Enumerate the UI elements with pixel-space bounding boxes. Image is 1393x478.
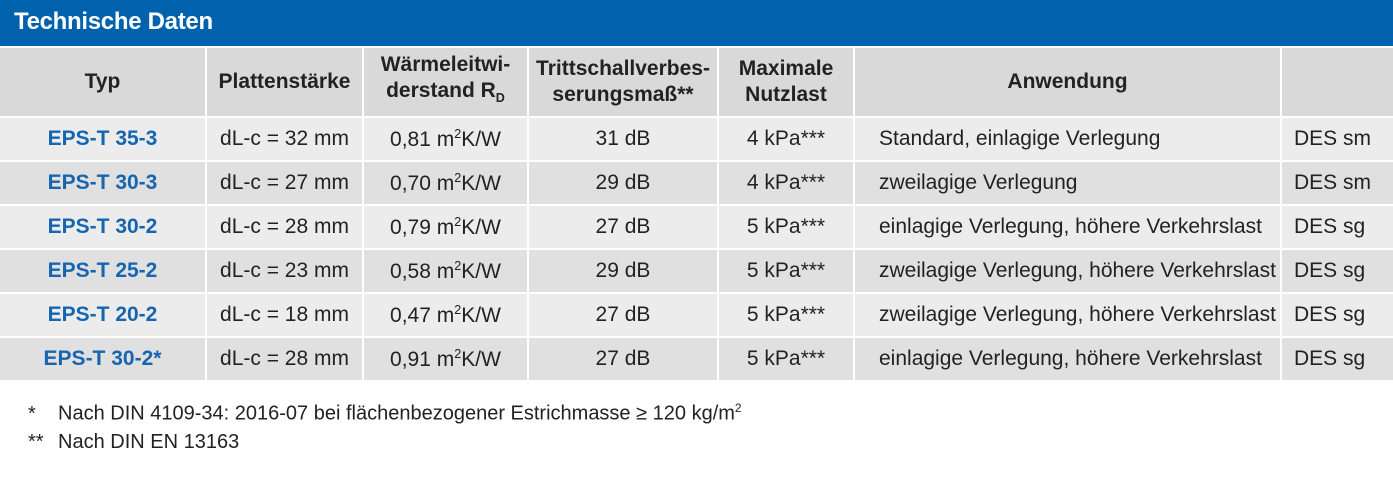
r-unit: K/W <box>461 171 501 195</box>
cell-typ: EPS-T 30-3 <box>0 160 207 205</box>
header-waermeleitwiderstand: Wärmeleitwi- derstand RD <box>363 48 529 117</box>
cell-typ: EPS-T 25-2 <box>0 248 207 293</box>
cell-waermeleitwiderstand: 0,58 m2K/W <box>363 248 529 293</box>
header-typ: Typ <box>0 48 207 117</box>
cell-plattenstaerke: dL-c = 28 mm <box>206 336 364 380</box>
footnote-2-text: Nach DIN EN 13163 <box>58 431 240 453</box>
footnote-1-sup: 2 <box>734 401 742 415</box>
cell-des: DES sg <box>1281 292 1393 337</box>
r-unit: K/W <box>461 259 501 283</box>
cell-anwendung: einlagige Verlegung, höhere Verkehrslast <box>854 336 1282 380</box>
cell-waermeleitwiderstand: 0,70 m2K/W <box>363 160 529 205</box>
header-plattenstaerke: Plattenstärke <box>206 48 364 117</box>
technical-data-table: Typ Plattenstärke Wärmeleitwi- derstand … <box>0 48 1393 380</box>
cell-waermeleitwiderstand: 0,81 m2K/W <box>363 116 529 161</box>
footnote-1-mark: * <box>28 402 36 425</box>
cell-waermeleitwiderstand: 0,91 m2K/W <box>363 336 529 380</box>
header-nutz-line2: Nutzlast <box>745 83 827 106</box>
cell-anwendung: zweilagige Verlegung, höhere Verkehrslas… <box>854 292 1282 337</box>
cell-des: DES sg <box>1281 336 1393 380</box>
cell-des: DES sg <box>1281 204 1393 249</box>
r-exponent: 2 <box>454 214 462 229</box>
header-des <box>1281 48 1393 117</box>
r-value: 0,58 m <box>390 259 455 283</box>
cell-nutzlast: 4 kPa*** <box>718 116 855 161</box>
r-exponent: 2 <box>454 258 462 273</box>
r-unit: K/W <box>461 303 501 327</box>
cell-plattenstaerke: dL-c = 18 mm <box>206 292 364 337</box>
cell-des: DES sm <box>1281 116 1393 161</box>
footnote-1-text: Nach DIN 4109-34: 2016-07 bei flächenbez… <box>58 402 735 425</box>
header-tritt-line1: Trittschallverbes- <box>536 57 710 80</box>
cell-plattenstaerke: dL-c = 32 mm <box>206 116 364 161</box>
cell-anwendung: Standard, einlagige Verlegung <box>854 116 1282 161</box>
cell-anwendung: zweilagige Verlegung, höhere Verkehrslas… <box>854 248 1282 293</box>
cell-trittschall: 31 dB <box>528 116 719 161</box>
table-row: EPS-T 30-2 dL-c = 28 mm 0,79 m2K/W 27 dB 5 k… <box>0 204 1393 249</box>
cell-plattenstaerke: dL-c = 28 mm <box>206 204 364 249</box>
title-bar: Technische Daten <box>0 0 1393 46</box>
header-anwendung: Anwendung <box>854 48 1282 117</box>
r-exponent: 2 <box>454 346 462 361</box>
cell-nutzlast: 5 kPa*** <box>718 248 855 293</box>
r-exponent: 2 <box>454 302 462 317</box>
r-value: 0,47 m <box>390 303 455 327</box>
cell-trittschall: 27 dB <box>528 204 719 249</box>
cell-nutzlast: 4 kPa*** <box>718 160 855 205</box>
r-exponent: 2 <box>454 126 462 141</box>
table-row: EPS-T 35-3 dL-c = 32 mm 0,81 m2K/W 31 dB 4 k… <box>0 116 1393 161</box>
footnote-1: * Nach DIN 4109-34: 2016-07 bei flächenbe… <box>28 401 742 426</box>
cell-typ: EPS-T 35-3 <box>0 116 207 161</box>
cell-plattenstaerke: dL-c = 27 mm <box>206 160 364 205</box>
page-title: Technische Daten <box>14 8 213 35</box>
cell-nutzlast: 5 kPa*** <box>718 204 855 249</box>
r-unit: K/W <box>461 127 501 151</box>
cell-trittschall: 27 dB <box>528 292 719 337</box>
r-value: 0,70 m <box>390 171 455 195</box>
r-value: 0,81 m <box>390 127 455 151</box>
header-nutzlast: Maximale Nutzlast <box>718 48 855 117</box>
table-row: EPS-T 20-2 dL-c = 18 mm 0,47 m2K/W 27 dB 5 k… <box>0 292 1393 337</box>
r-value: 0,79 m <box>390 215 455 239</box>
header-nutz-line1: Maximale <box>738 57 834 80</box>
header-waerme-line2: derstand R <box>386 79 496 103</box>
cell-trittschall: 29 dB <box>528 160 719 205</box>
r-value: 0,91 m <box>390 347 455 371</box>
cell-anwendung: zweilagige Verlegung <box>854 160 1282 205</box>
cell-trittschall: 29 dB <box>528 248 719 293</box>
cell-des: DES sm <box>1281 160 1393 205</box>
header-waerme-sub: D <box>495 91 505 106</box>
table-row: EPS-T 30-2* dL-c = 28 mm 0,91 m2K/W 27 dB 5 … <box>0 336 1393 380</box>
cell-nutzlast: 5 kPa*** <box>718 336 855 380</box>
table-header-row: Typ Plattenstärke Wärmeleitwi- derstand … <box>0 48 1393 117</box>
cell-waermeleitwiderstand: 0,47 m2K/W <box>363 292 529 337</box>
footnote-2-mark: ** <box>28 431 44 453</box>
cell-typ: EPS-T 20-2 <box>0 292 207 337</box>
header-trittschall: Trittschallverbes- serungsmaß** <box>528 48 719 117</box>
cell-waermeleitwiderstand: 0,79 m2K/W <box>363 204 529 249</box>
cell-nutzlast: 5 kPa*** <box>718 292 855 337</box>
cell-trittschall: 27 dB <box>528 336 719 380</box>
cell-typ: EPS-T 30-2* <box>0 336 207 380</box>
r-unit: K/W <box>461 347 501 371</box>
table-row: EPS-T 25-2 dL-c = 23 mm 0,58 m2K/W 29 dB 5 k… <box>0 248 1393 293</box>
cell-anwendung: einlagige Verlegung, höhere Verkehrslast <box>854 204 1282 249</box>
cell-typ: EPS-T 30-2 <box>0 204 207 249</box>
header-tritt-line2: serungsmaß** <box>552 83 694 106</box>
r-unit: K/W <box>461 215 501 239</box>
header-waerme-line1: Wärmeleitwi- <box>380 53 511 77</box>
cell-des: DES sg <box>1281 248 1393 293</box>
cell-plattenstaerke: dL-c = 23 mm <box>206 248 364 293</box>
r-exponent: 2 <box>454 170 462 185</box>
footnote-2: ** Nach DIN EN 13163 <box>28 431 239 454</box>
table-row: EPS-T 30-3 dL-c = 27 mm 0,70 m2K/W 29 dB 4 k… <box>0 160 1393 205</box>
